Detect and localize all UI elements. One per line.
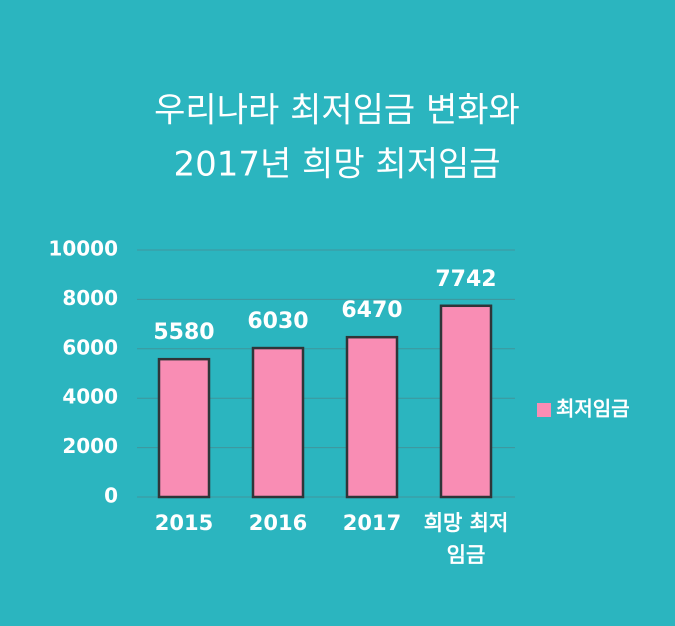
x-tick-label: 희망 최저임금 — [423, 511, 509, 567]
y-tick-label: 4000 — [62, 385, 118, 409]
value-label: 7742 — [435, 267, 496, 292]
y-tick-label: 2000 — [62, 434, 118, 458]
bar — [157, 357, 211, 499]
legend-label: 최저임금 — [556, 397, 630, 421]
y-tick-label: 0 — [104, 484, 118, 508]
chart-title: 우리나라 최저임금 변화와 — [154, 91, 520, 131]
value-label: 6470 — [341, 298, 402, 323]
y-tick-label: 6000 — [62, 335, 118, 359]
y-tick-label: 10000 — [48, 237, 118, 261]
value-label: 6030 — [247, 309, 308, 334]
chart-title: 2017년 희망 최저임금 — [173, 145, 500, 185]
bar — [439, 304, 493, 499]
x-tick-label: 2015 — [154, 511, 214, 535]
bar — [251, 346, 305, 499]
x-tick-label: 2016 — [248, 511, 308, 535]
value-label: 5580 — [153, 320, 214, 345]
y-tick-label: 8000 — [62, 286, 118, 310]
x-tick-label: 2017 — [342, 511, 402, 535]
legend-swatch — [537, 403, 551, 417]
bar — [345, 335, 399, 499]
